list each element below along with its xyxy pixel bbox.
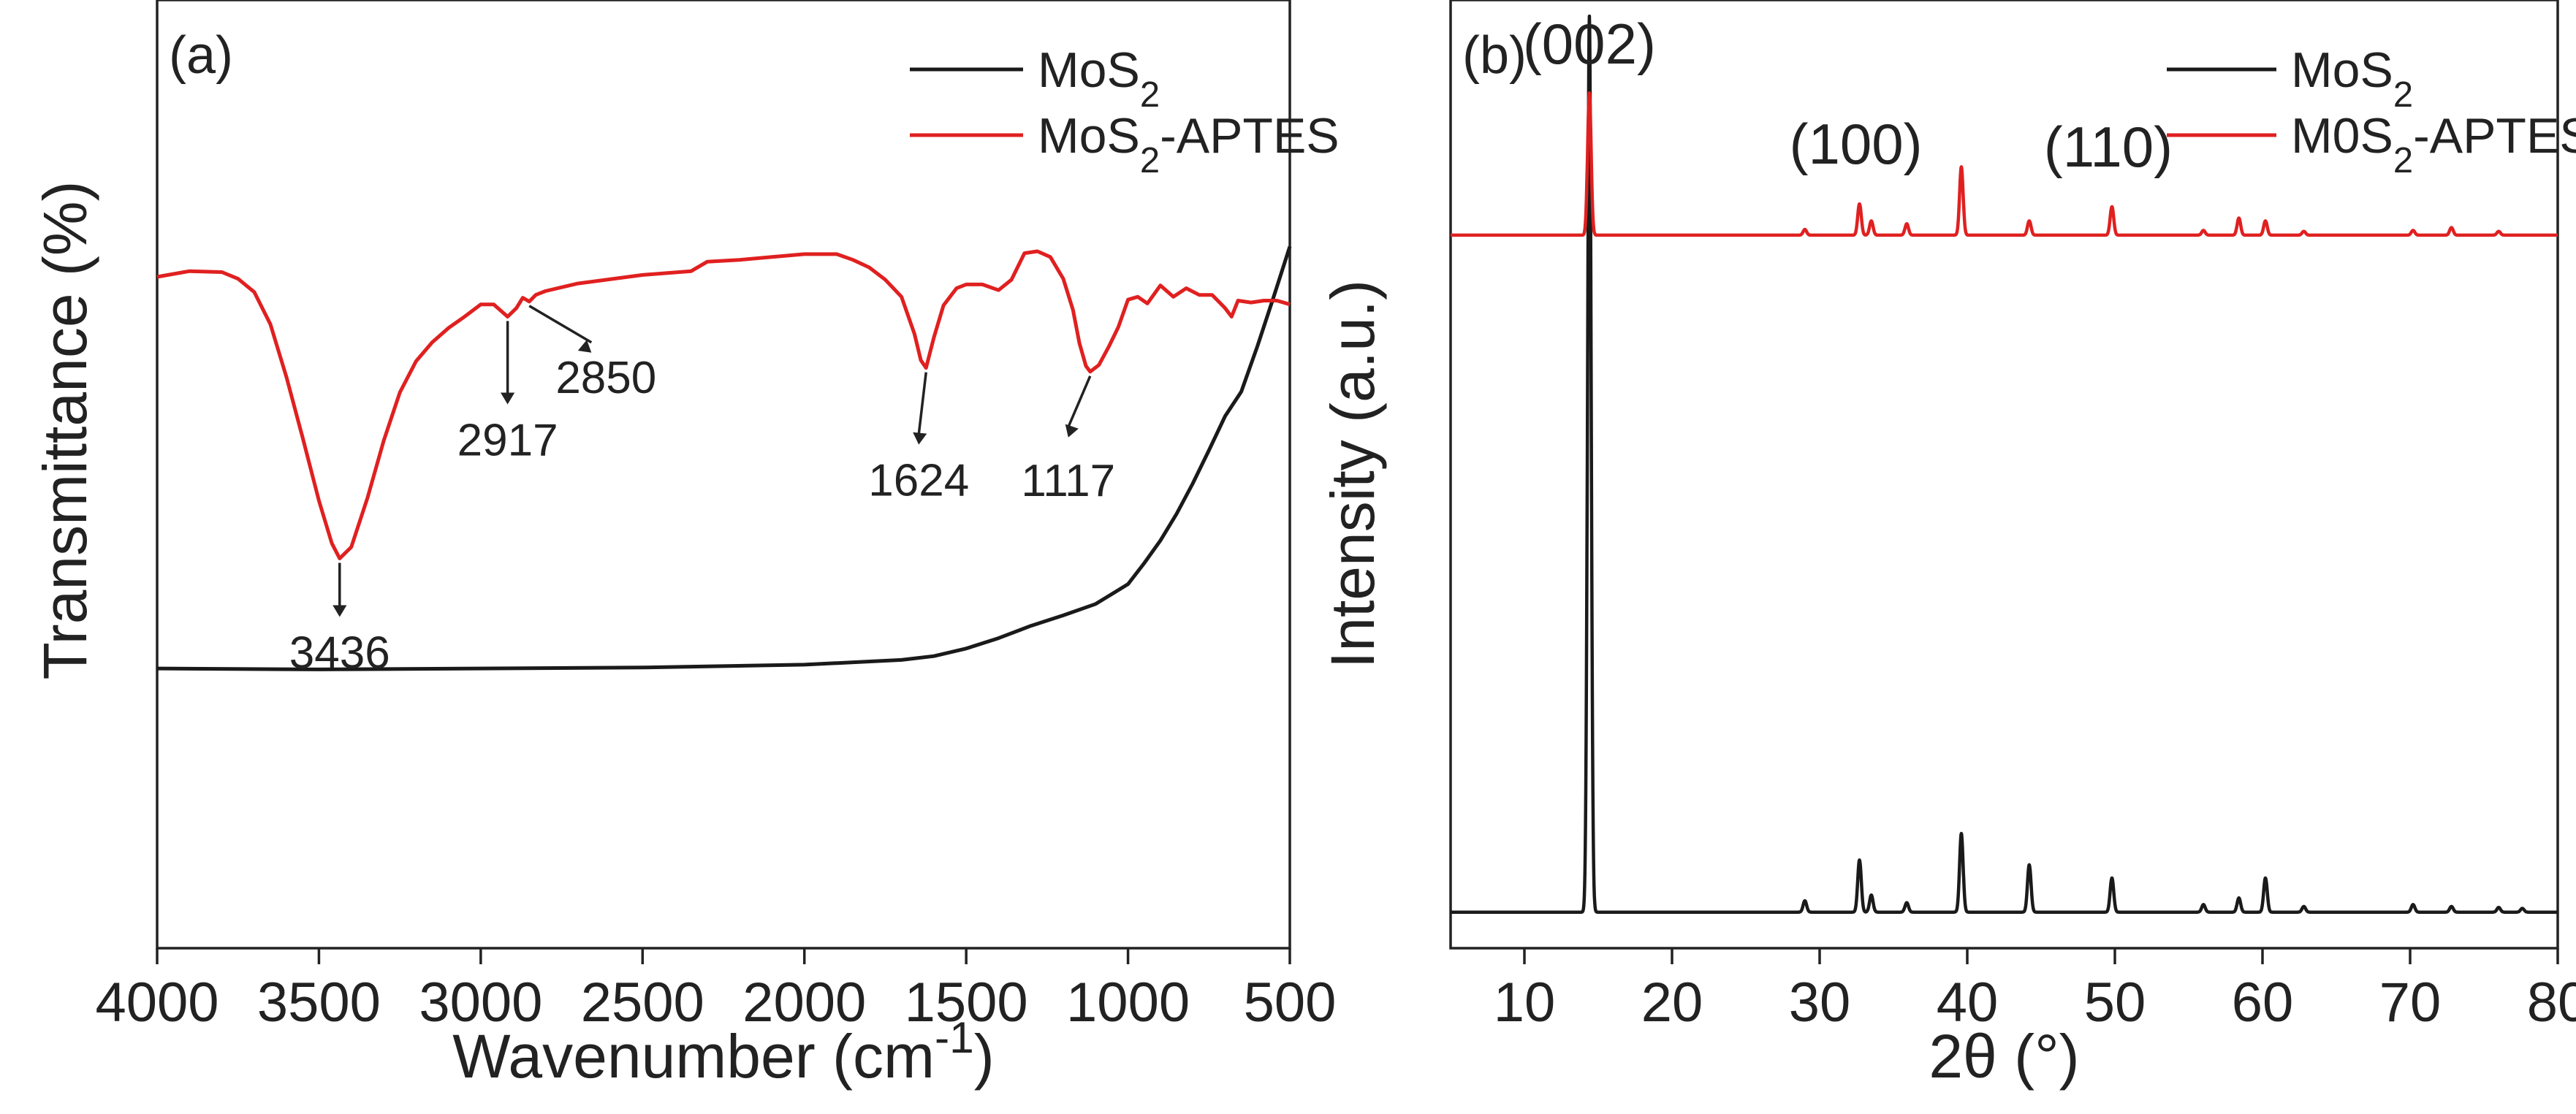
series-line-a-0 (156, 245, 1292, 671)
miller-index-label-0: (002) (1523, 12, 1656, 76)
series-line-a-1 (156, 249, 1291, 560)
annotation-label-1: 2917 (457, 416, 558, 466)
x-tick-label-5: 60 (2232, 972, 2294, 1034)
annotation-label-0: 3436 (289, 628, 390, 679)
y-axis-label-a: Transmittance (%) (31, 180, 99, 679)
panel-label-a: (a) (169, 26, 233, 85)
plot-frame-a (156, 0, 1291, 950)
x-tick-label-0: 10 (1494, 972, 1556, 1034)
x-axis-label-b: 2θ (°) (1929, 1022, 2079, 1091)
annotation-arrowhead-2 (577, 340, 592, 353)
x-axis-label-a-text: Wavenumber (cm-1) (452, 1012, 994, 1091)
annotation-label-4: 1117 (1021, 456, 1115, 506)
annotation-arrowhead-1 (501, 392, 515, 405)
panel-label-b: (b) (1462, 26, 1527, 85)
legend-label-b-0: MoS2 (2291, 42, 2413, 115)
x-tick-label-2: 30 (1789, 972, 1851, 1034)
x-tick-label-4: 50 (2084, 972, 2146, 1034)
miller-index-label-2: (110) (2044, 115, 2173, 179)
annotation-label-3: 1624 (868, 456, 969, 506)
x-tick-label-7: 80 (2527, 972, 2576, 1034)
annotation-arrow-3 (917, 372, 927, 435)
miller-index-label-1: (100) (1789, 112, 1922, 176)
x-tick-label-3: 2500 (581, 972, 704, 1034)
panel-b: 10 20 30 40 50 60 70 80 2θ (°) Intensity (a.u.) (b… (1318, 0, 2576, 1091)
panel-a: 4000 3500 3000 2500 2000 1500 1000 500 Wavenumbe… (31, 0, 1340, 1091)
x-tick-label-7: 500 (1244, 972, 1337, 1034)
annotation-arrowhead-4 (1065, 424, 1079, 438)
x-tick-label-5: 1500 (905, 972, 1028, 1034)
x-tick-label-4: 2000 (742, 972, 866, 1034)
x-tick-label-1: 20 (1641, 972, 1703, 1034)
x-tick-label-6: 1000 (1066, 972, 1190, 1034)
legend-label-a-1: MoS2-APTES (1038, 108, 1340, 180)
annotation-arrow-4 (1067, 375, 1092, 428)
series-line-b-1 (1449, 91, 2559, 237)
series-line-b-0 (1449, 14, 2559, 914)
annotation-arrow-2 (528, 305, 593, 344)
x-tick-label-6: 70 (2379, 972, 2442, 1034)
y-axis-label-b: Intensity (a.u.) (1318, 280, 1387, 668)
x-tick-label-0: 4000 (95, 972, 219, 1034)
x-tick-label-3: 40 (1937, 972, 1999, 1034)
plot-frame-b (1449, 0, 2559, 950)
legend-label-a-0: MoS2 (1038, 42, 1160, 115)
legend-label-b-1: M0S2-APTES (2291, 108, 2576, 180)
x-tick-label-2: 3000 (419, 972, 542, 1034)
x-tick-label-1: 3500 (257, 972, 381, 1034)
annotation-label-2: 2850 (555, 353, 656, 403)
annotation-arrowhead-0 (333, 605, 347, 617)
annotation-arrowhead-3 (913, 432, 927, 445)
